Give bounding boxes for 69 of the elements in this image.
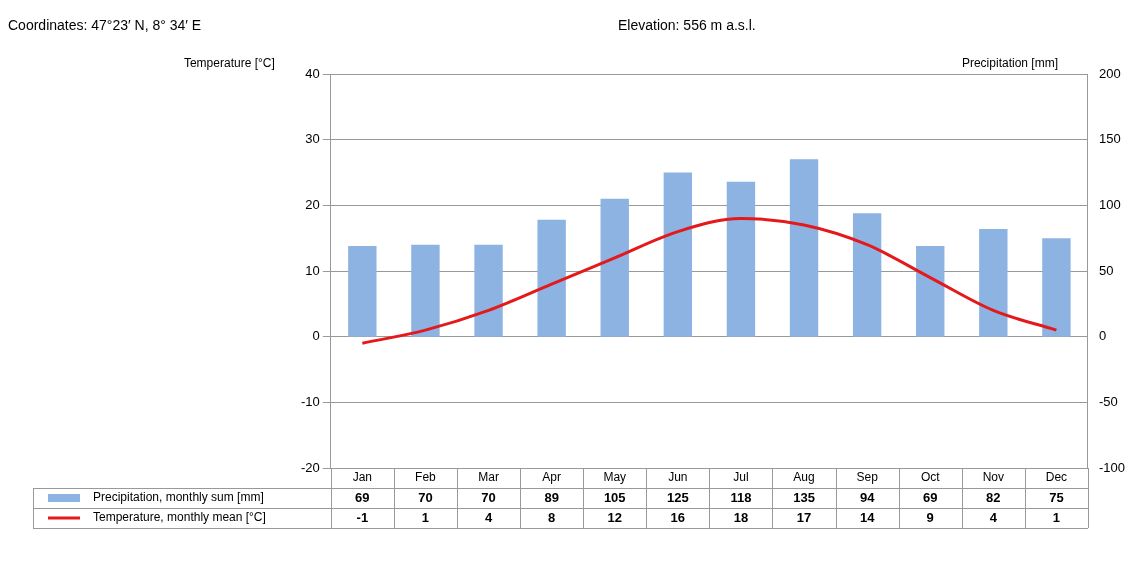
data-label: 69: [355, 489, 370, 505]
y-tick-label: 10: [305, 262, 320, 278]
bar: [411, 244, 440, 337]
data-label: -1: [356, 509, 369, 525]
y2-tick-label: 50: [1098, 262, 1114, 278]
x-tick-label: Aug: [793, 470, 815, 485]
y-tick-label: -20: [300, 459, 320, 475]
data-label: 105: [603, 489, 626, 505]
x-tick-label: Feb: [415, 470, 437, 485]
data-label: 135: [793, 489, 815, 505]
bar: [916, 246, 945, 337]
bar: [348, 246, 377, 337]
data-label: 9: [926, 509, 934, 525]
x-tick-label: Oct: [920, 470, 941, 485]
x-tick-label: Sep: [856, 470, 879, 485]
data-label: 14: [859, 509, 876, 525]
y-axis-title: Temperature [°C]: [183, 56, 275, 71]
data-label: 4: [989, 509, 998, 525]
x-tick-label: Dec: [1045, 470, 1068, 485]
data-label: 82: [986, 489, 1001, 505]
data-label: 1: [1052, 509, 1061, 525]
x-tick-label: Jul: [733, 470, 749, 485]
data-label: 125: [666, 489, 689, 505]
bar: [726, 181, 756, 337]
bar: [474, 244, 503, 337]
y2-axis-title: Precipitation [mm]: [961, 56, 1058, 71]
line-series: [360, 216, 1058, 345]
bar: [663, 172, 693, 337]
data-label: 94: [859, 489, 876, 505]
data-label: 1: [421, 509, 430, 525]
x-tick-label: Jun: [668, 470, 688, 485]
bar: [979, 228, 1008, 337]
legend-label: Temperature, monthly mean [°C]: [93, 510, 266, 525]
data-label: 8: [548, 509, 556, 525]
data-label: 18: [733, 509, 749, 525]
data-label: 70: [481, 489, 496, 505]
data-label: 89: [544, 489, 559, 505]
bar: [789, 159, 819, 337]
y2-tick-label: 200: [1098, 65, 1121, 81]
bar: [600, 198, 629, 337]
y2-tick-label: 0: [1098, 328, 1107, 344]
x-tick-label: Nov: [982, 470, 1004, 485]
data-label: 4: [484, 509, 493, 525]
data-label: 70: [418, 489, 433, 505]
y2-tick-label: 100: [1098, 196, 1121, 212]
y2-tick-label: -50: [1098, 393, 1118, 409]
y2-tick-label: 150: [1098, 131, 1121, 147]
data-label: 69: [923, 489, 938, 505]
y-tick-label: -10: [300, 393, 320, 409]
x-tick-label: May: [603, 470, 627, 485]
x-tick-label: Apr: [542, 470, 561, 485]
y-tick-label: 20: [305, 196, 320, 212]
bar: [1042, 238, 1071, 337]
data-label: 17: [796, 509, 812, 525]
y-tick-label: 40: [305, 65, 320, 81]
y2-tick-label: -100: [1098, 459, 1126, 475]
bar: [537, 219, 566, 337]
legend-label: Precipitation, monthly sum [mm]: [93, 490, 264, 505]
y-tick-label: 30: [305, 131, 320, 147]
text: Coordinates: 47°23′ N, 8° 34′ E: [8, 16, 202, 33]
bar: [852, 213, 882, 337]
x-tick-label: Mar: [478, 470, 499, 485]
data-label: 118: [730, 489, 752, 505]
data-label: 16: [670, 509, 686, 525]
text: Elevation: 556 m a.s.l.: [618, 16, 756, 33]
data-label: 12: [607, 509, 622, 525]
x-tick-label: Jan: [352, 470, 373, 485]
data-label: 75: [1049, 489, 1064, 505]
y-tick-label: 0: [312, 328, 320, 344]
